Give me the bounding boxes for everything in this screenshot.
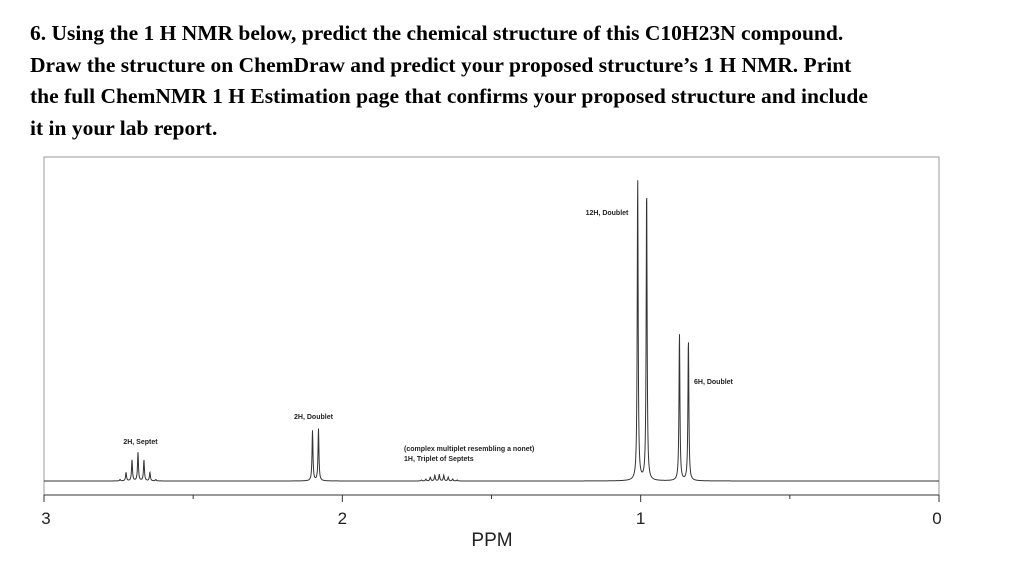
- x-axis-tick-label: 2: [338, 509, 347, 528]
- x-axis-ticks: [43, 495, 940, 502]
- spectrum-trace: [44, 180, 939, 482]
- peak-label: 2H, Septet: [123, 439, 158, 446]
- peak-annotations: 2H, Septet 2H, Doublet (complex multiplet …: [123, 210, 733, 463]
- x-axis-tick-label: 0: [932, 509, 941, 528]
- x-axis-tick-label: 3: [41, 509, 50, 528]
- peak-label: (complex multiplet resembling a nonet): [404, 446, 534, 453]
- x-axis-tick-labels: 3 2 1 0: [41, 509, 941, 528]
- peak-label: 6H, Doublet: [694, 379, 734, 386]
- question-line-3: the full ChemNMR 1 H Estimation page tha…: [30, 84, 868, 108]
- peak-label: 1H, Triplet of Septets: [404, 456, 474, 463]
- x-axis-title: PPM: [471, 530, 512, 551]
- question-line-1: 6. Using the 1 H NMR below, predict the …: [30, 21, 844, 45]
- question-line-2: Draw the structure on ChemDraw and predi…: [30, 52, 852, 77]
- peak-label: 12H, Doublet: [586, 210, 629, 217]
- x-axis-tick-label: 1: [636, 509, 645, 528]
- plot-frame: [43, 156, 940, 496]
- peak-label: 2H, Doublet: [294, 414, 334, 421]
- question-line-4: it in your lab report.: [30, 115, 218, 140]
- question-text: 6. Using the 1 H NMR below, predict the …: [30, 18, 990, 144]
